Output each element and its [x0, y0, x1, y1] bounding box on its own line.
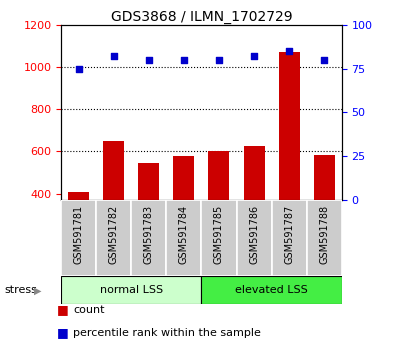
Title: GDS3868 / ILMN_1702729: GDS3868 / ILMN_1702729 [111, 10, 292, 24]
Text: ▶: ▶ [34, 285, 41, 295]
Text: elevated LSS: elevated LSS [235, 285, 308, 295]
Text: GSM591781: GSM591781 [74, 205, 84, 264]
Text: percentile rank within the sample: percentile rank within the sample [73, 328, 261, 338]
Bar [209, 152, 229, 200]
Point [216, 57, 222, 63]
Bar [166, 200, 201, 276]
Text: GSM591787: GSM591787 [284, 205, 294, 264]
Point [111, 53, 117, 59]
Bar [103, 141, 124, 200]
Bar [272, 200, 307, 276]
Point [286, 48, 292, 54]
Bar [61, 276, 201, 304]
Bar [243, 146, 265, 200]
Text: GSM591783: GSM591783 [144, 205, 154, 264]
Bar [237, 200, 271, 276]
Bar [61, 200, 96, 276]
Bar [278, 52, 300, 200]
Text: count: count [73, 305, 105, 315]
Bar [201, 200, 237, 276]
Point [146, 57, 152, 63]
Bar [201, 276, 342, 304]
Bar [307, 200, 342, 276]
Text: stress: stress [4, 285, 37, 295]
Text: GSM591784: GSM591784 [179, 205, 189, 264]
Bar [131, 200, 166, 276]
Text: GSM591786: GSM591786 [249, 205, 259, 264]
Text: GSM591788: GSM591788 [319, 205, 329, 264]
Text: normal LSS: normal LSS [100, 285, 163, 295]
Bar [173, 156, 194, 200]
Bar [314, 155, 335, 200]
Text: ■: ■ [57, 303, 69, 316]
Bar [138, 163, 159, 200]
Bar [96, 200, 131, 276]
Text: GSM591782: GSM591782 [109, 205, 119, 264]
Bar [68, 192, 89, 200]
Point [321, 57, 327, 63]
Text: GSM591785: GSM591785 [214, 205, 224, 264]
Point [181, 57, 187, 63]
Point [75, 66, 82, 72]
Text: ■: ■ [57, 326, 69, 339]
Point [251, 53, 257, 59]
